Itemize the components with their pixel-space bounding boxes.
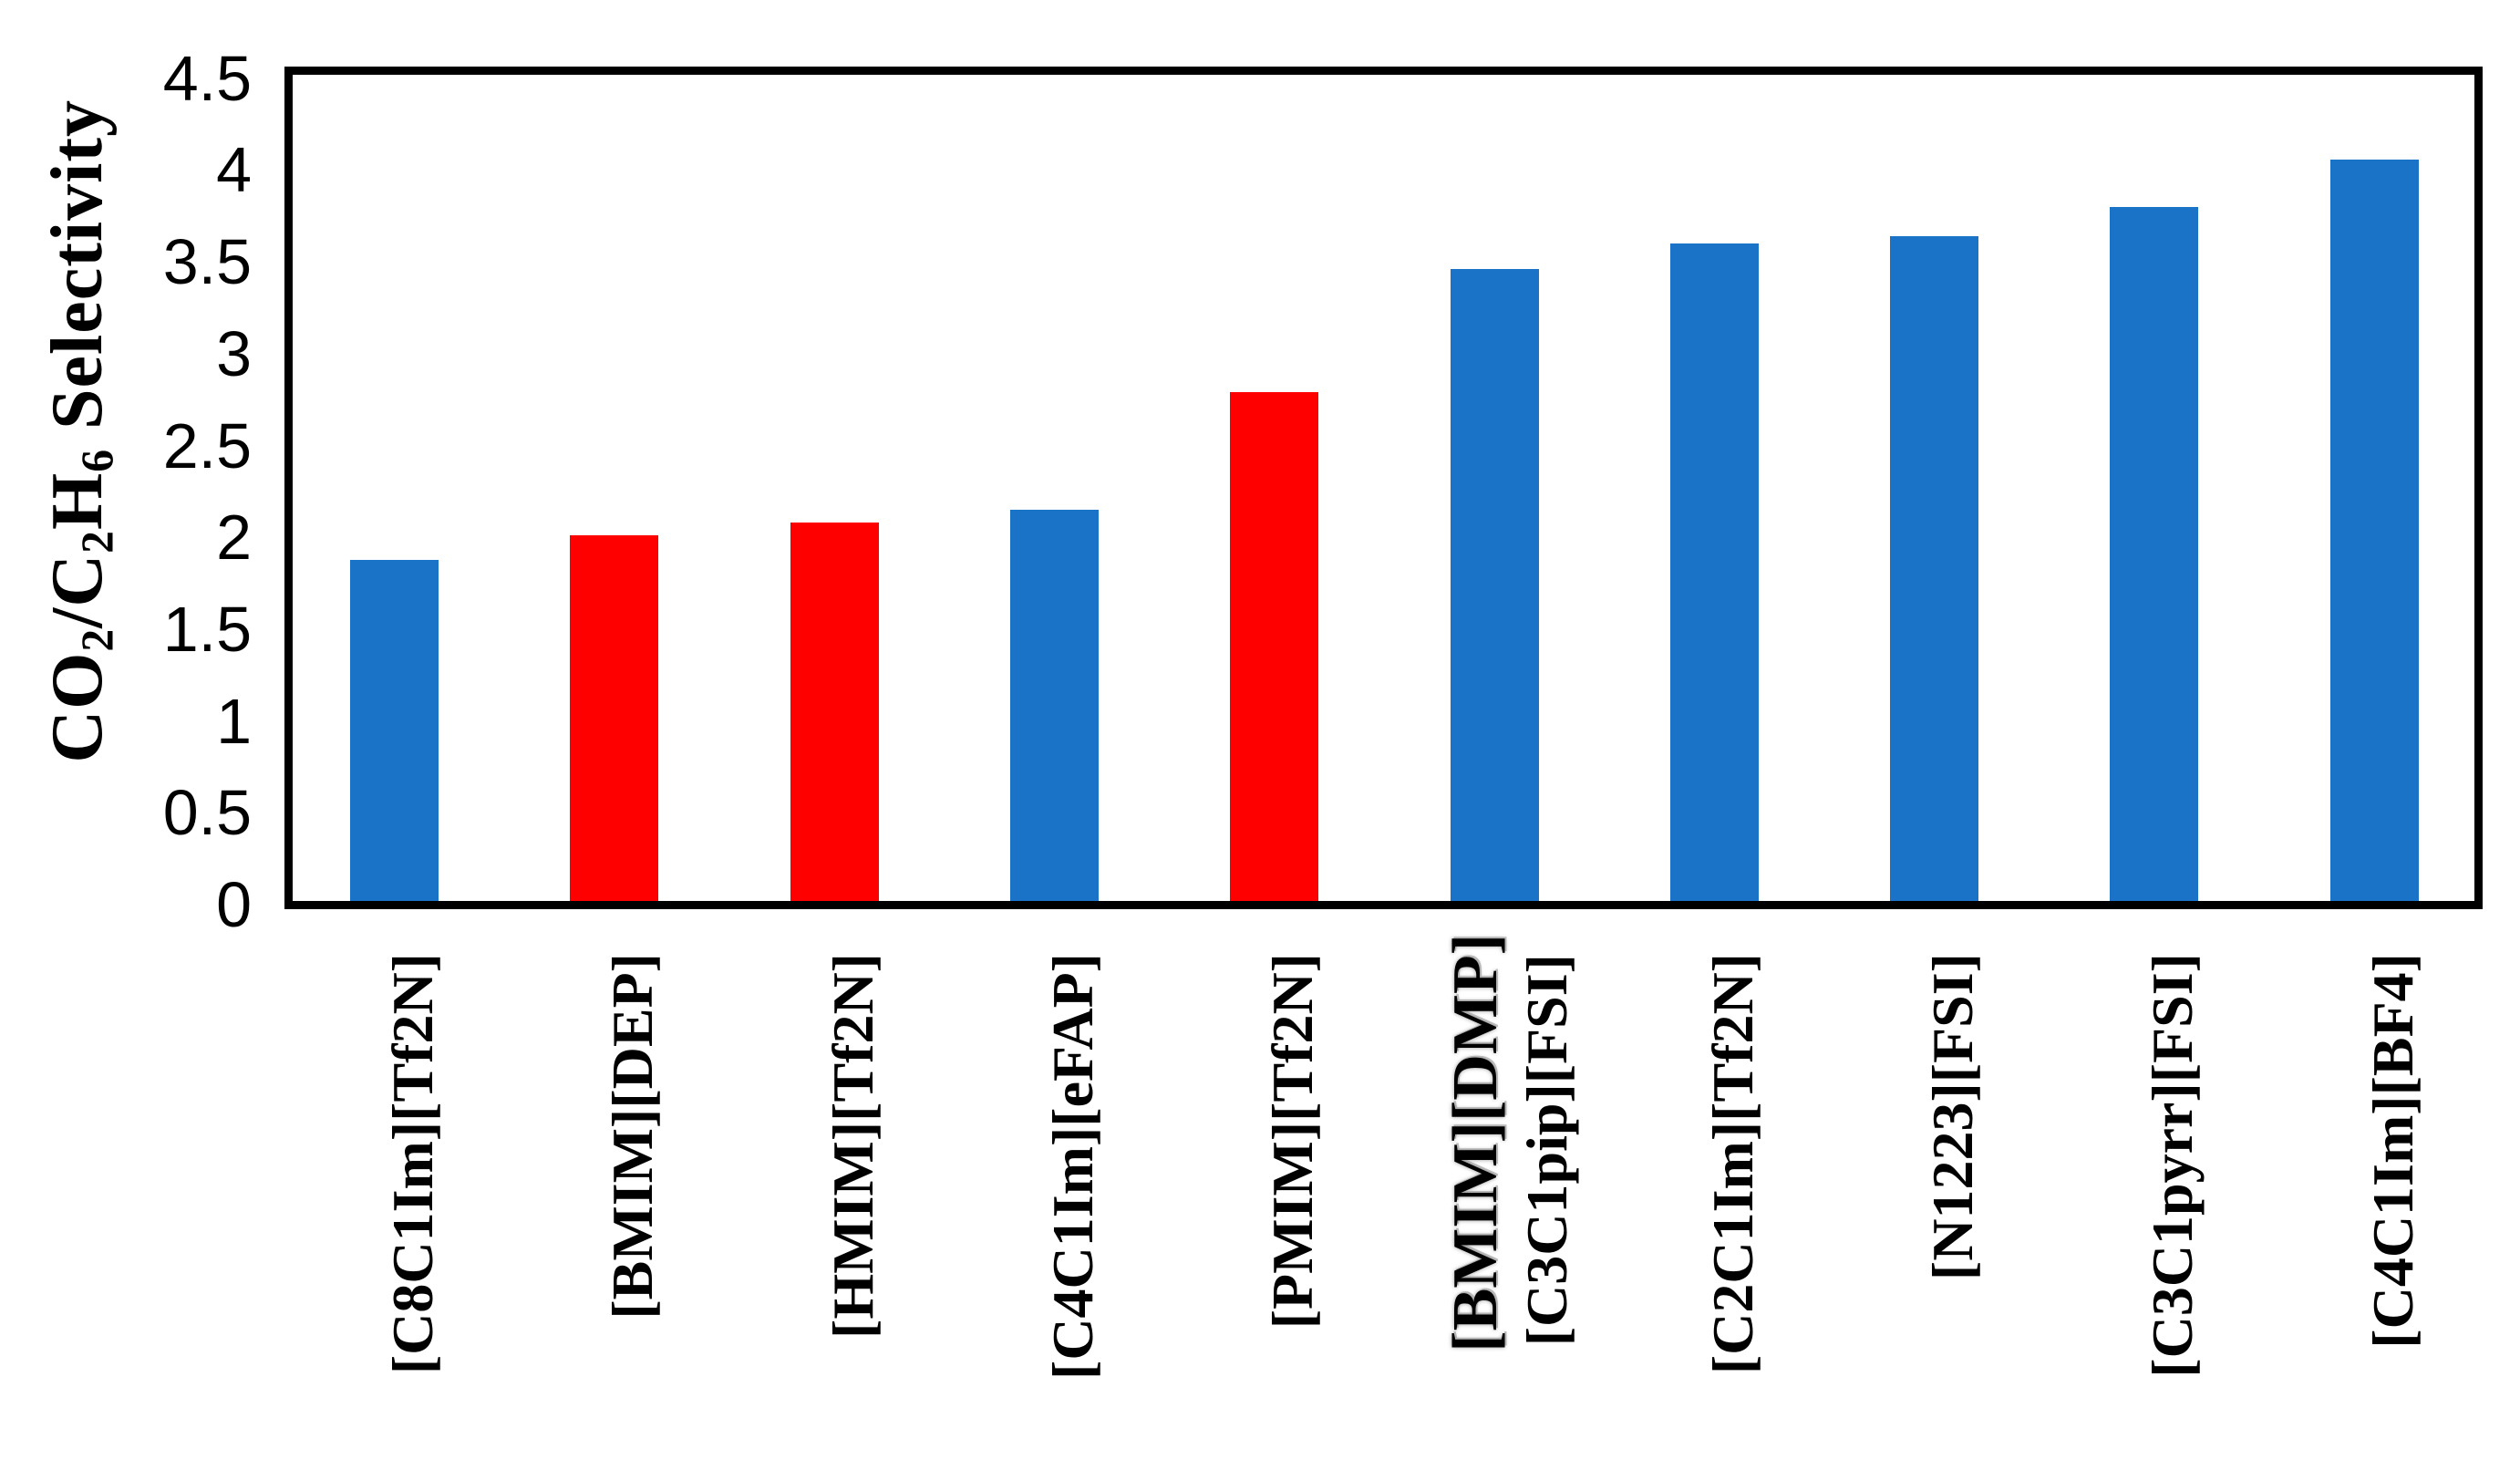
bar-7 xyxy=(1669,243,1759,901)
bar-6 xyxy=(1450,269,1539,901)
x-category-label-text: [C8C1Im][Tf2N] xyxy=(380,953,445,1375)
x-category-label-text: [PMIM][Tf2N] xyxy=(1260,953,1326,1330)
bar-8 xyxy=(1890,236,1979,901)
x-category-label-text: [BMIM][DMP] xyxy=(1441,934,1511,1352)
bar-3 xyxy=(790,523,879,901)
bar-9 xyxy=(2110,206,2199,901)
x-category-label-text: [C4C1Im][eFAP] xyxy=(1039,953,1105,1380)
bar-1 xyxy=(350,559,439,901)
y-tick-label: 0 xyxy=(216,869,252,940)
y-tick-label: 2 xyxy=(216,502,252,574)
bar-5 xyxy=(1230,392,1319,901)
y-tick-label: 1 xyxy=(216,685,252,757)
y-tick-label: 1.5 xyxy=(162,593,252,665)
bar-10 xyxy=(2329,159,2419,901)
y-tick-label: 4 xyxy=(216,134,252,206)
bar-4 xyxy=(1009,510,1099,901)
x-category-label-text: [HMIM][Tf2N] xyxy=(820,953,885,1339)
y-tick-label: 2.5 xyxy=(162,409,252,481)
bar-2 xyxy=(570,535,659,901)
x-category-label-text: [C3C1pyrr][FSI] xyxy=(2140,953,2205,1378)
x-category-label-text: [BMIM][DEP] xyxy=(600,953,666,1320)
y-tick-label: 4.5 xyxy=(162,42,252,114)
x-category-label-text: [C4C1Im][BF4] xyxy=(2360,953,2425,1349)
y-tick-label: 3.5 xyxy=(162,226,252,298)
y-tick-label: 3 xyxy=(216,317,252,389)
plot-area xyxy=(284,67,2483,909)
x-category-label-text: [C2C1Im][Tf2N] xyxy=(1699,953,1765,1375)
x-category-label-text: [C3C1pip][FSI] xyxy=(1513,954,1579,1347)
x-category-label-text: [N1223][FSI] xyxy=(1920,953,1986,1281)
y-tick-label: 0.5 xyxy=(162,777,252,849)
